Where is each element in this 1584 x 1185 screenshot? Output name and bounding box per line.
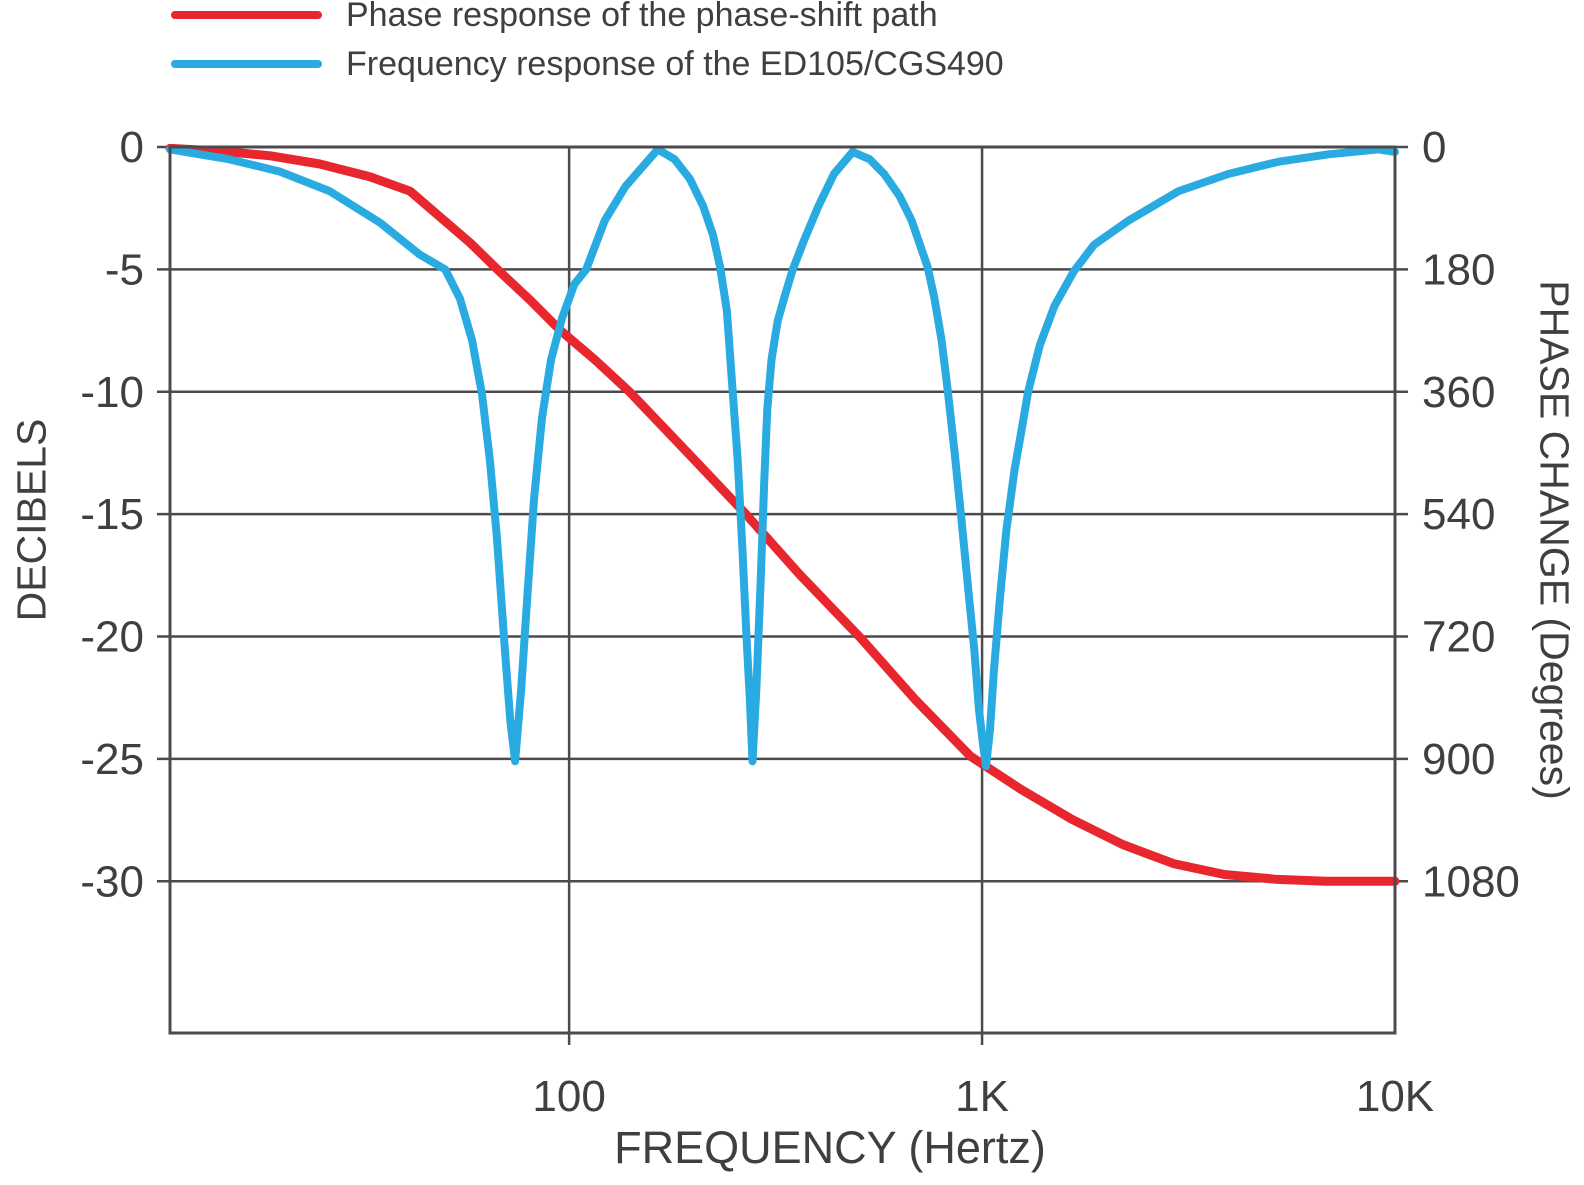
y-right-tick-label: 1080 bbox=[1422, 857, 1520, 906]
x-axis-title: FREQUENCY (Hertz) bbox=[614, 1122, 1046, 1173]
legend-item-frequency-response: Frequency response of the ED105/CGS490 bbox=[171, 43, 1004, 85]
y-axis-left-title: DECIBELS bbox=[8, 418, 55, 622]
y-right-tick-label: 720 bbox=[1422, 613, 1495, 662]
x-tick-label: 100 bbox=[532, 1072, 605, 1121]
legend-swatch-frequency-response bbox=[171, 60, 322, 68]
legend: Phase response of the phase-shift path Fr… bbox=[171, 0, 1004, 85]
frequency-response-curve bbox=[166, 145, 1399, 771]
legend-label: Frequency response of the ED105/CGS490 bbox=[346, 45, 1004, 83]
y-right-tick-label: 540 bbox=[1422, 490, 1495, 539]
y-right-tick-label: 900 bbox=[1422, 735, 1495, 784]
legend-swatch-phase-response bbox=[171, 11, 322, 19]
y-right-tick-label: 360 bbox=[1422, 368, 1495, 417]
y-left-tick-label: -10 bbox=[80, 368, 144, 417]
y-left-tick-label: -5 bbox=[105, 245, 144, 294]
y-left-tick-label: -30 bbox=[80, 857, 144, 906]
y-left-tick-label: 0 bbox=[120, 123, 144, 172]
phase-response-curve bbox=[165, 143, 1400, 886]
y-left-tick-label: -15 bbox=[80, 490, 144, 539]
legend-label: Phase response of the phase-shift path bbox=[346, 0, 938, 34]
y-right-tick-label: 0 bbox=[1422, 123, 1446, 172]
x-tick-label: 10K bbox=[1356, 1072, 1434, 1121]
y-left-tick-label: -20 bbox=[80, 613, 144, 662]
plot-border bbox=[168, 145, 1397, 1035]
x-tick-label: 1K bbox=[955, 1072, 1009, 1121]
legend-item-phase-response: Phase response of the phase-shift path bbox=[171, 0, 1004, 36]
y-axis-right-title: PHASE CHANGE (Degrees) bbox=[1531, 280, 1578, 800]
y-right-tick-label: 180 bbox=[1422, 245, 1495, 294]
y-left-tick-label: -25 bbox=[80, 735, 144, 784]
